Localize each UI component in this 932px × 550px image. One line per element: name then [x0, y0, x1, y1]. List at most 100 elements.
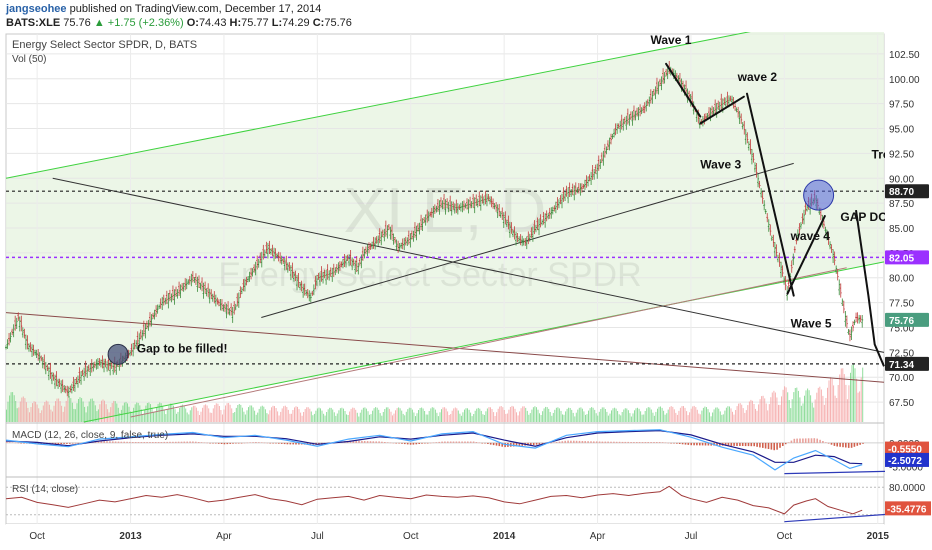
- rsi-divergence-arrow[interactable]: [784, 508, 932, 523]
- volume-bar: [419, 408, 421, 422]
- price-bar: [538, 219, 541, 236]
- volume-bar: [82, 401, 84, 422]
- chart-canvas[interactable]: XLE, D Energy Select Sector SPDR Wave 1w…: [0, 32, 932, 550]
- volume-bar: [257, 412, 259, 422]
- volume-bar: [638, 408, 640, 422]
- price-bar: [637, 107, 640, 121]
- volume-bar: [857, 392, 859, 422]
- volume-bar: [171, 403, 173, 422]
- volume-bar: [338, 410, 340, 422]
- price-bar: [283, 258, 286, 271]
- resistance-line-brown[interactable]: [5, 312, 885, 383]
- price-bar: [703, 113, 706, 125]
- volume-bar: [269, 410, 271, 422]
- lower-channel-line[interactable]: [83, 261, 885, 423]
- price-bar: [178, 281, 181, 296]
- time-tick-label: 2013: [119, 531, 142, 542]
- volume-bar: [136, 402, 138, 422]
- volume-bar: [770, 397, 772, 422]
- price-bar: [659, 78, 662, 86]
- volume-bar: [698, 413, 700, 422]
- upper-channel-line[interactable]: [5, 32, 753, 179]
- volume-bar: [200, 411, 202, 422]
- price-bar: [772, 234, 775, 248]
- price-bar: [27, 343, 30, 352]
- macd-line[interactable]: [5, 429, 863, 471]
- price-bar: [778, 252, 781, 267]
- volume-bar: [470, 412, 472, 422]
- volume-bar: [67, 397, 69, 422]
- price-bar: [386, 225, 389, 239]
- volume-bar: [177, 411, 179, 422]
- price-bar: [773, 242, 776, 258]
- projected-path[interactable]: [855, 209, 885, 367]
- volume-bar: [160, 403, 162, 422]
- volume-bar: [860, 377, 862, 422]
- gap-circle-top[interactable]: [803, 179, 835, 211]
- volume-bar: [194, 405, 196, 422]
- price-bar: [588, 174, 591, 182]
- volume-bar: [473, 414, 475, 422]
- price-bar: [527, 231, 530, 245]
- volume-bar: [462, 412, 464, 422]
- price-bar: [228, 308, 231, 316]
- time-axis-bg[interactable]: [6, 524, 884, 550]
- volume-bar: [725, 407, 727, 422]
- price-bar: [184, 278, 187, 291]
- price-bar: [435, 205, 438, 213]
- wave-3-line[interactable]: [746, 92, 795, 297]
- volume-bar: [678, 410, 680, 422]
- volume-bar: [603, 407, 605, 422]
- macd-histogram-bar: [701, 442, 704, 446]
- volume-bar: [226, 403, 228, 422]
- macd-histogram-bar: [747, 442, 750, 447]
- volume-bar: [180, 405, 182, 422]
- price-bar: [147, 319, 150, 331]
- price-bar: [753, 162, 756, 173]
- volume-bar: [825, 398, 827, 422]
- wave-2-line[interactable]: [699, 95, 745, 125]
- price-bar: [101, 355, 104, 369]
- macd-divergence-arrow[interactable]: [784, 469, 932, 475]
- wave-4-line[interactable]: [786, 215, 826, 295]
- macd-histogram-bar: [633, 442, 635, 443]
- rsi-line[interactable]: [5, 485, 863, 515]
- volume-bar: [797, 390, 799, 422]
- volume-bar: [56, 398, 58, 422]
- macd-signal-line[interactable]: [5, 429, 863, 465]
- volume-bar: [658, 406, 660, 422]
- volume-bar: [748, 401, 750, 422]
- price-bar: [737, 106, 740, 118]
- volume-bar: [531, 409, 533, 422]
- trendline-a[interactable]: [261, 162, 794, 319]
- volume-bar: [592, 407, 594, 422]
- macd-histogram-bar: [578, 440, 581, 443]
- volume-bar: [774, 392, 776, 422]
- volume-bar: [65, 400, 67, 422]
- price-bar: [608, 137, 611, 151]
- author-name[interactable]: jangseohee: [6, 3, 67, 15]
- volume-bar: [329, 407, 331, 422]
- gap-circle-bottom[interactable]: [107, 343, 129, 365]
- wave-1-line[interactable]: [665, 62, 702, 118]
- volume-bar: [107, 409, 109, 422]
- main-chart-title: Energy Select Sector SPDR, D, BATS: [12, 39, 197, 51]
- macd-value-tag: [885, 441, 929, 456]
- long-downtrend-line[interactable]: [52, 177, 885, 353]
- macd-histogram-bar: [229, 442, 231, 444]
- volume-bar: [212, 408, 214, 422]
- volume-bar: [347, 415, 349, 422]
- volume-bar: [627, 410, 629, 422]
- support-line-brown[interactable]: [130, 267, 847, 418]
- price-bar: [320, 266, 323, 282]
- macd-histogram-bar: [266, 442, 269, 444]
- price-bar: [315, 274, 318, 287]
- volume-bar: [402, 413, 404, 422]
- volume-bar: [699, 414, 701, 422]
- volume-bar: [30, 407, 32, 422]
- volume-bar: [48, 404, 50, 422]
- volume-bar: [738, 403, 740, 422]
- volume-bar: [778, 404, 779, 422]
- macd-histogram-bar: [252, 442, 254, 443]
- price-bar: [95, 359, 98, 370]
